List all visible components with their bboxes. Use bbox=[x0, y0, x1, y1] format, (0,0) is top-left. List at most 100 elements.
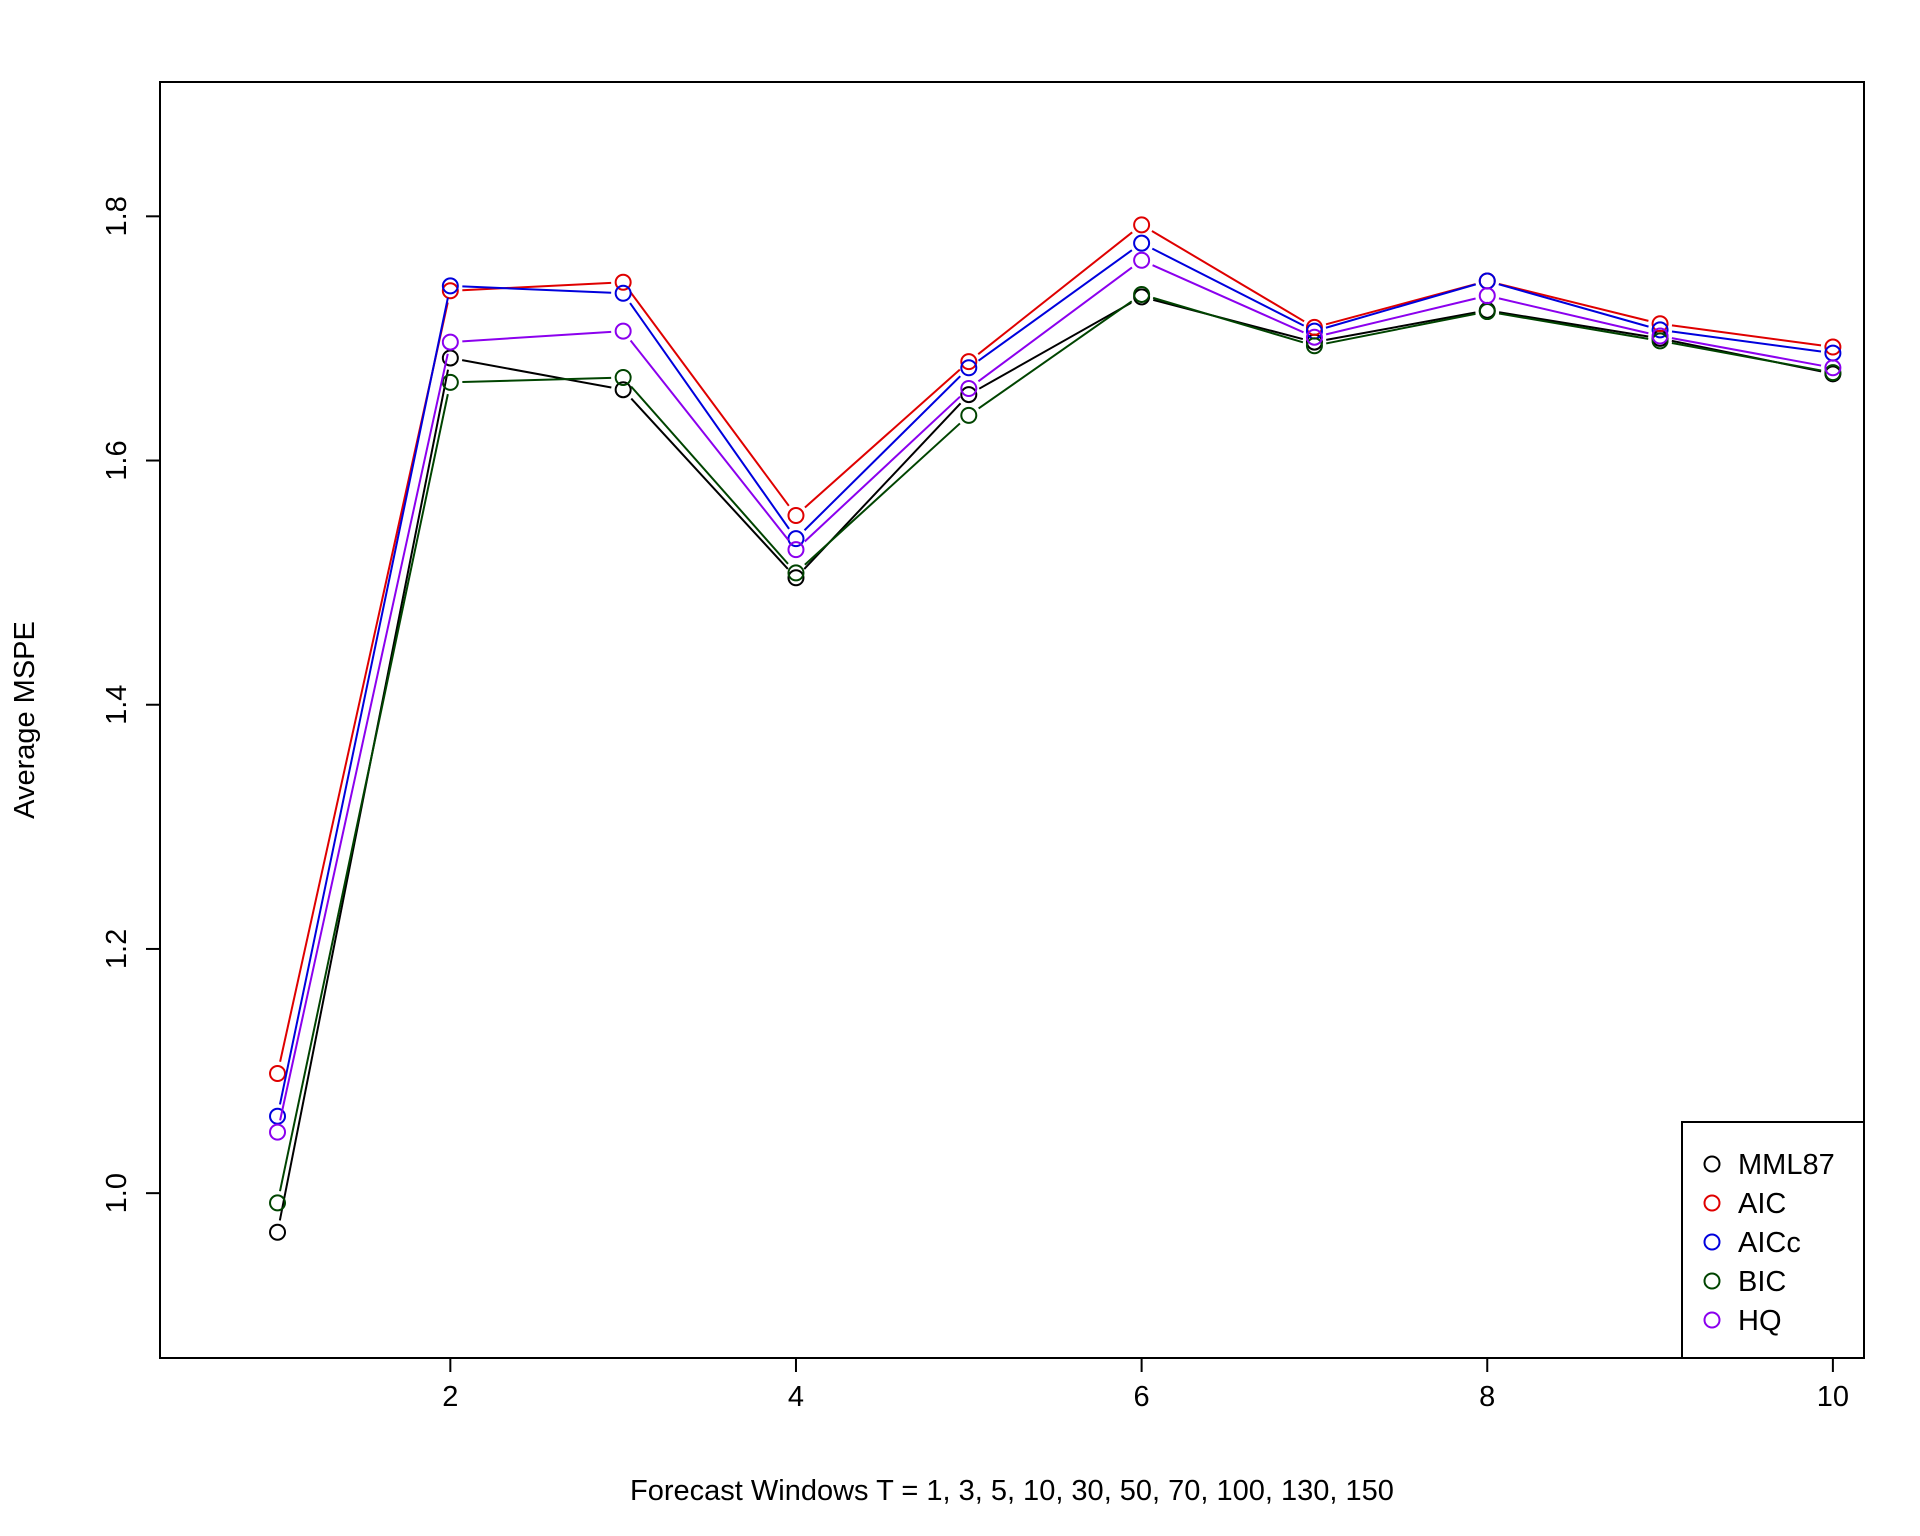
y-tick-label: 1.0 bbox=[101, 1173, 133, 1213]
series-line-segment bbox=[462, 376, 612, 384]
data-point bbox=[1133, 285, 1151, 303]
series-line-segment bbox=[462, 285, 612, 294]
series-line-segment bbox=[462, 330, 612, 343]
series-aic bbox=[269, 216, 1842, 1082]
series-line-segment bbox=[461, 359, 612, 389]
data-point bbox=[1824, 364, 1842, 382]
data-point bbox=[960, 379, 978, 397]
data-point bbox=[1133, 216, 1151, 234]
data-point bbox=[1478, 287, 1496, 305]
data-point bbox=[1824, 359, 1842, 377]
series-line-segment bbox=[630, 397, 789, 570]
series-line-segment bbox=[629, 302, 790, 530]
y-tick-label: 1.6 bbox=[101, 440, 133, 480]
x-axis-title: Forecast Windows T = 1, 3, 5, 10, 30, 50… bbox=[630, 1475, 1394, 1507]
data-point bbox=[960, 406, 978, 424]
series-line-segment bbox=[977, 249, 1133, 362]
legend-marker bbox=[1703, 1311, 1721, 1329]
series-line-segment bbox=[278, 297, 449, 1105]
legend-label: AIC bbox=[1738, 1188, 1786, 1220]
series-line-segment bbox=[804, 422, 961, 566]
series-line-segment bbox=[1326, 311, 1476, 341]
data-point bbox=[441, 333, 459, 351]
data-point bbox=[614, 273, 632, 291]
legend-label: BIC bbox=[1738, 1266, 1786, 1298]
legend-item-bic: BIC bbox=[1703, 1266, 1786, 1298]
legend-item-hq: HQ bbox=[1703, 1305, 1782, 1337]
series-line-segment bbox=[629, 291, 790, 507]
data-point bbox=[614, 381, 632, 399]
data-point bbox=[1478, 303, 1496, 321]
data-point bbox=[441, 282, 459, 300]
series-line-segment bbox=[978, 301, 1132, 390]
series-line-segment bbox=[803, 375, 961, 531]
y-axis: 1.0 1.2 1.4 1.6 1.8 bbox=[101, 196, 160, 1213]
plot-frame bbox=[159, 81, 1865, 1359]
series-line-segment bbox=[279, 353, 449, 1121]
data-point bbox=[1651, 332, 1669, 350]
data-point bbox=[1478, 272, 1496, 290]
series-mml87 bbox=[269, 288, 1842, 1241]
series-line-segment bbox=[1671, 342, 1822, 372]
legend-item-aic: AIC bbox=[1703, 1188, 1786, 1220]
data-point bbox=[614, 322, 632, 340]
data-point bbox=[787, 564, 805, 582]
x-tick-label: 10 bbox=[1817, 1381, 1849, 1413]
data-point bbox=[1651, 321, 1669, 339]
series-line-segment bbox=[804, 368, 961, 509]
data-point bbox=[960, 359, 978, 377]
x-tick-label: 4 bbox=[788, 1381, 804, 1413]
data-point bbox=[1824, 338, 1842, 356]
series-line-segment bbox=[1671, 324, 1822, 347]
legend-item-aicc: AICc bbox=[1703, 1227, 1801, 1259]
series-line-segment bbox=[978, 300, 1133, 410]
data-point bbox=[960, 386, 978, 404]
series-line-segment bbox=[1326, 312, 1476, 345]
data-point bbox=[614, 284, 632, 302]
series-line-segment bbox=[1152, 264, 1304, 334]
series-line-segment bbox=[1325, 283, 1477, 329]
data-point bbox=[787, 569, 805, 587]
series-line-segment bbox=[1671, 330, 1822, 353]
y-tick-label: 1.8 bbox=[101, 196, 133, 236]
data-point bbox=[614, 368, 632, 386]
series-line-segment bbox=[804, 395, 961, 543]
series-line-segment bbox=[977, 231, 1133, 355]
data-point bbox=[1305, 328, 1323, 346]
y-axis-title: Average MSPE bbox=[9, 621, 41, 819]
legend-label: AICc bbox=[1738, 1227, 1801, 1259]
legend-marker bbox=[1703, 1272, 1721, 1290]
data-point bbox=[787, 506, 805, 524]
x-tick-label: 2 bbox=[442, 1381, 458, 1413]
series-line-segment bbox=[1498, 312, 1649, 340]
series-line-segment bbox=[1151, 247, 1305, 327]
legend-marker bbox=[1703, 1155, 1721, 1173]
data-point bbox=[1133, 234, 1151, 252]
legend: MML87 AIC AICc BIC HQ bbox=[1681, 1121, 1865, 1359]
data-point bbox=[441, 373, 459, 391]
y-tick-label: 1.4 bbox=[101, 685, 133, 725]
y-tick-label: 1.2 bbox=[101, 929, 133, 969]
series-line-segment bbox=[630, 385, 789, 565]
series-line-segment bbox=[462, 281, 612, 292]
series-line-segment bbox=[1498, 311, 1649, 338]
data-point bbox=[1651, 315, 1669, 333]
legend-marker bbox=[1703, 1194, 1721, 1212]
series-line-segment bbox=[1498, 283, 1649, 328]
series-hq bbox=[269, 251, 1842, 1141]
series-line-segment bbox=[1671, 337, 1822, 367]
x-tick-label: 6 bbox=[1134, 1381, 1150, 1413]
data-point bbox=[269, 1123, 287, 1141]
data-point bbox=[441, 277, 459, 295]
data-point bbox=[960, 353, 978, 371]
series-aicc bbox=[269, 234, 1842, 1125]
data-point bbox=[787, 541, 805, 559]
series-line-segment bbox=[1151, 230, 1305, 323]
series-line-segment bbox=[1325, 297, 1476, 336]
series-bic bbox=[269, 285, 1842, 1212]
legend-label: HQ bbox=[1738, 1305, 1782, 1337]
data-point bbox=[269, 1194, 287, 1212]
data-point bbox=[1305, 337, 1323, 355]
legend-item-mml87: MML87 bbox=[1703, 1149, 1835, 1181]
